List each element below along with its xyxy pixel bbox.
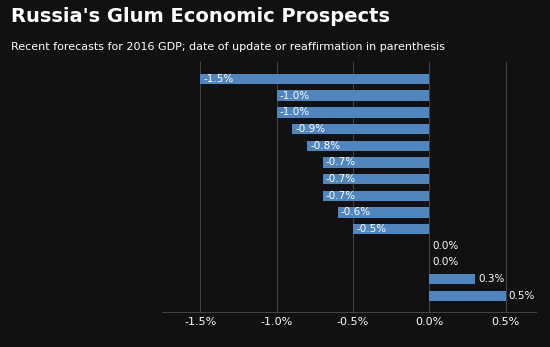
- Bar: [292, 124, 430, 134]
- Text: -0.7%: -0.7%: [326, 174, 356, 184]
- Bar: [322, 157, 430, 168]
- Bar: [322, 191, 430, 201]
- Bar: [277, 91, 430, 101]
- Text: 0.0%: 0.0%: [432, 257, 459, 268]
- Bar: [338, 207, 430, 218]
- Text: Recent forecasts for 2016 GDP; date of update or reaffirmation in parenthesis: Recent forecasts for 2016 GDP; date of u…: [11, 42, 445, 52]
- Bar: [322, 174, 430, 184]
- Text: -0.6%: -0.6%: [341, 208, 371, 217]
- Text: -0.9%: -0.9%: [295, 124, 325, 134]
- Text: 0.5%: 0.5%: [509, 291, 535, 301]
- Text: -1.0%: -1.0%: [280, 91, 310, 101]
- Text: Russia's Glum Economic Prospects: Russia's Glum Economic Prospects: [11, 7, 390, 26]
- Text: -1.0%: -1.0%: [280, 107, 310, 117]
- Text: -0.5%: -0.5%: [356, 224, 386, 234]
- Bar: [200, 74, 430, 84]
- Text: -1.5%: -1.5%: [204, 74, 234, 84]
- Text: -0.8%: -0.8%: [310, 141, 340, 151]
- Bar: [307, 141, 430, 151]
- Bar: [277, 107, 430, 118]
- Text: -0.7%: -0.7%: [326, 191, 356, 201]
- Bar: [430, 290, 505, 301]
- Bar: [353, 224, 430, 234]
- Text: 0.3%: 0.3%: [478, 274, 504, 284]
- Text: -0.7%: -0.7%: [326, 158, 356, 167]
- Text: 0.0%: 0.0%: [432, 241, 459, 251]
- Bar: [430, 274, 475, 284]
